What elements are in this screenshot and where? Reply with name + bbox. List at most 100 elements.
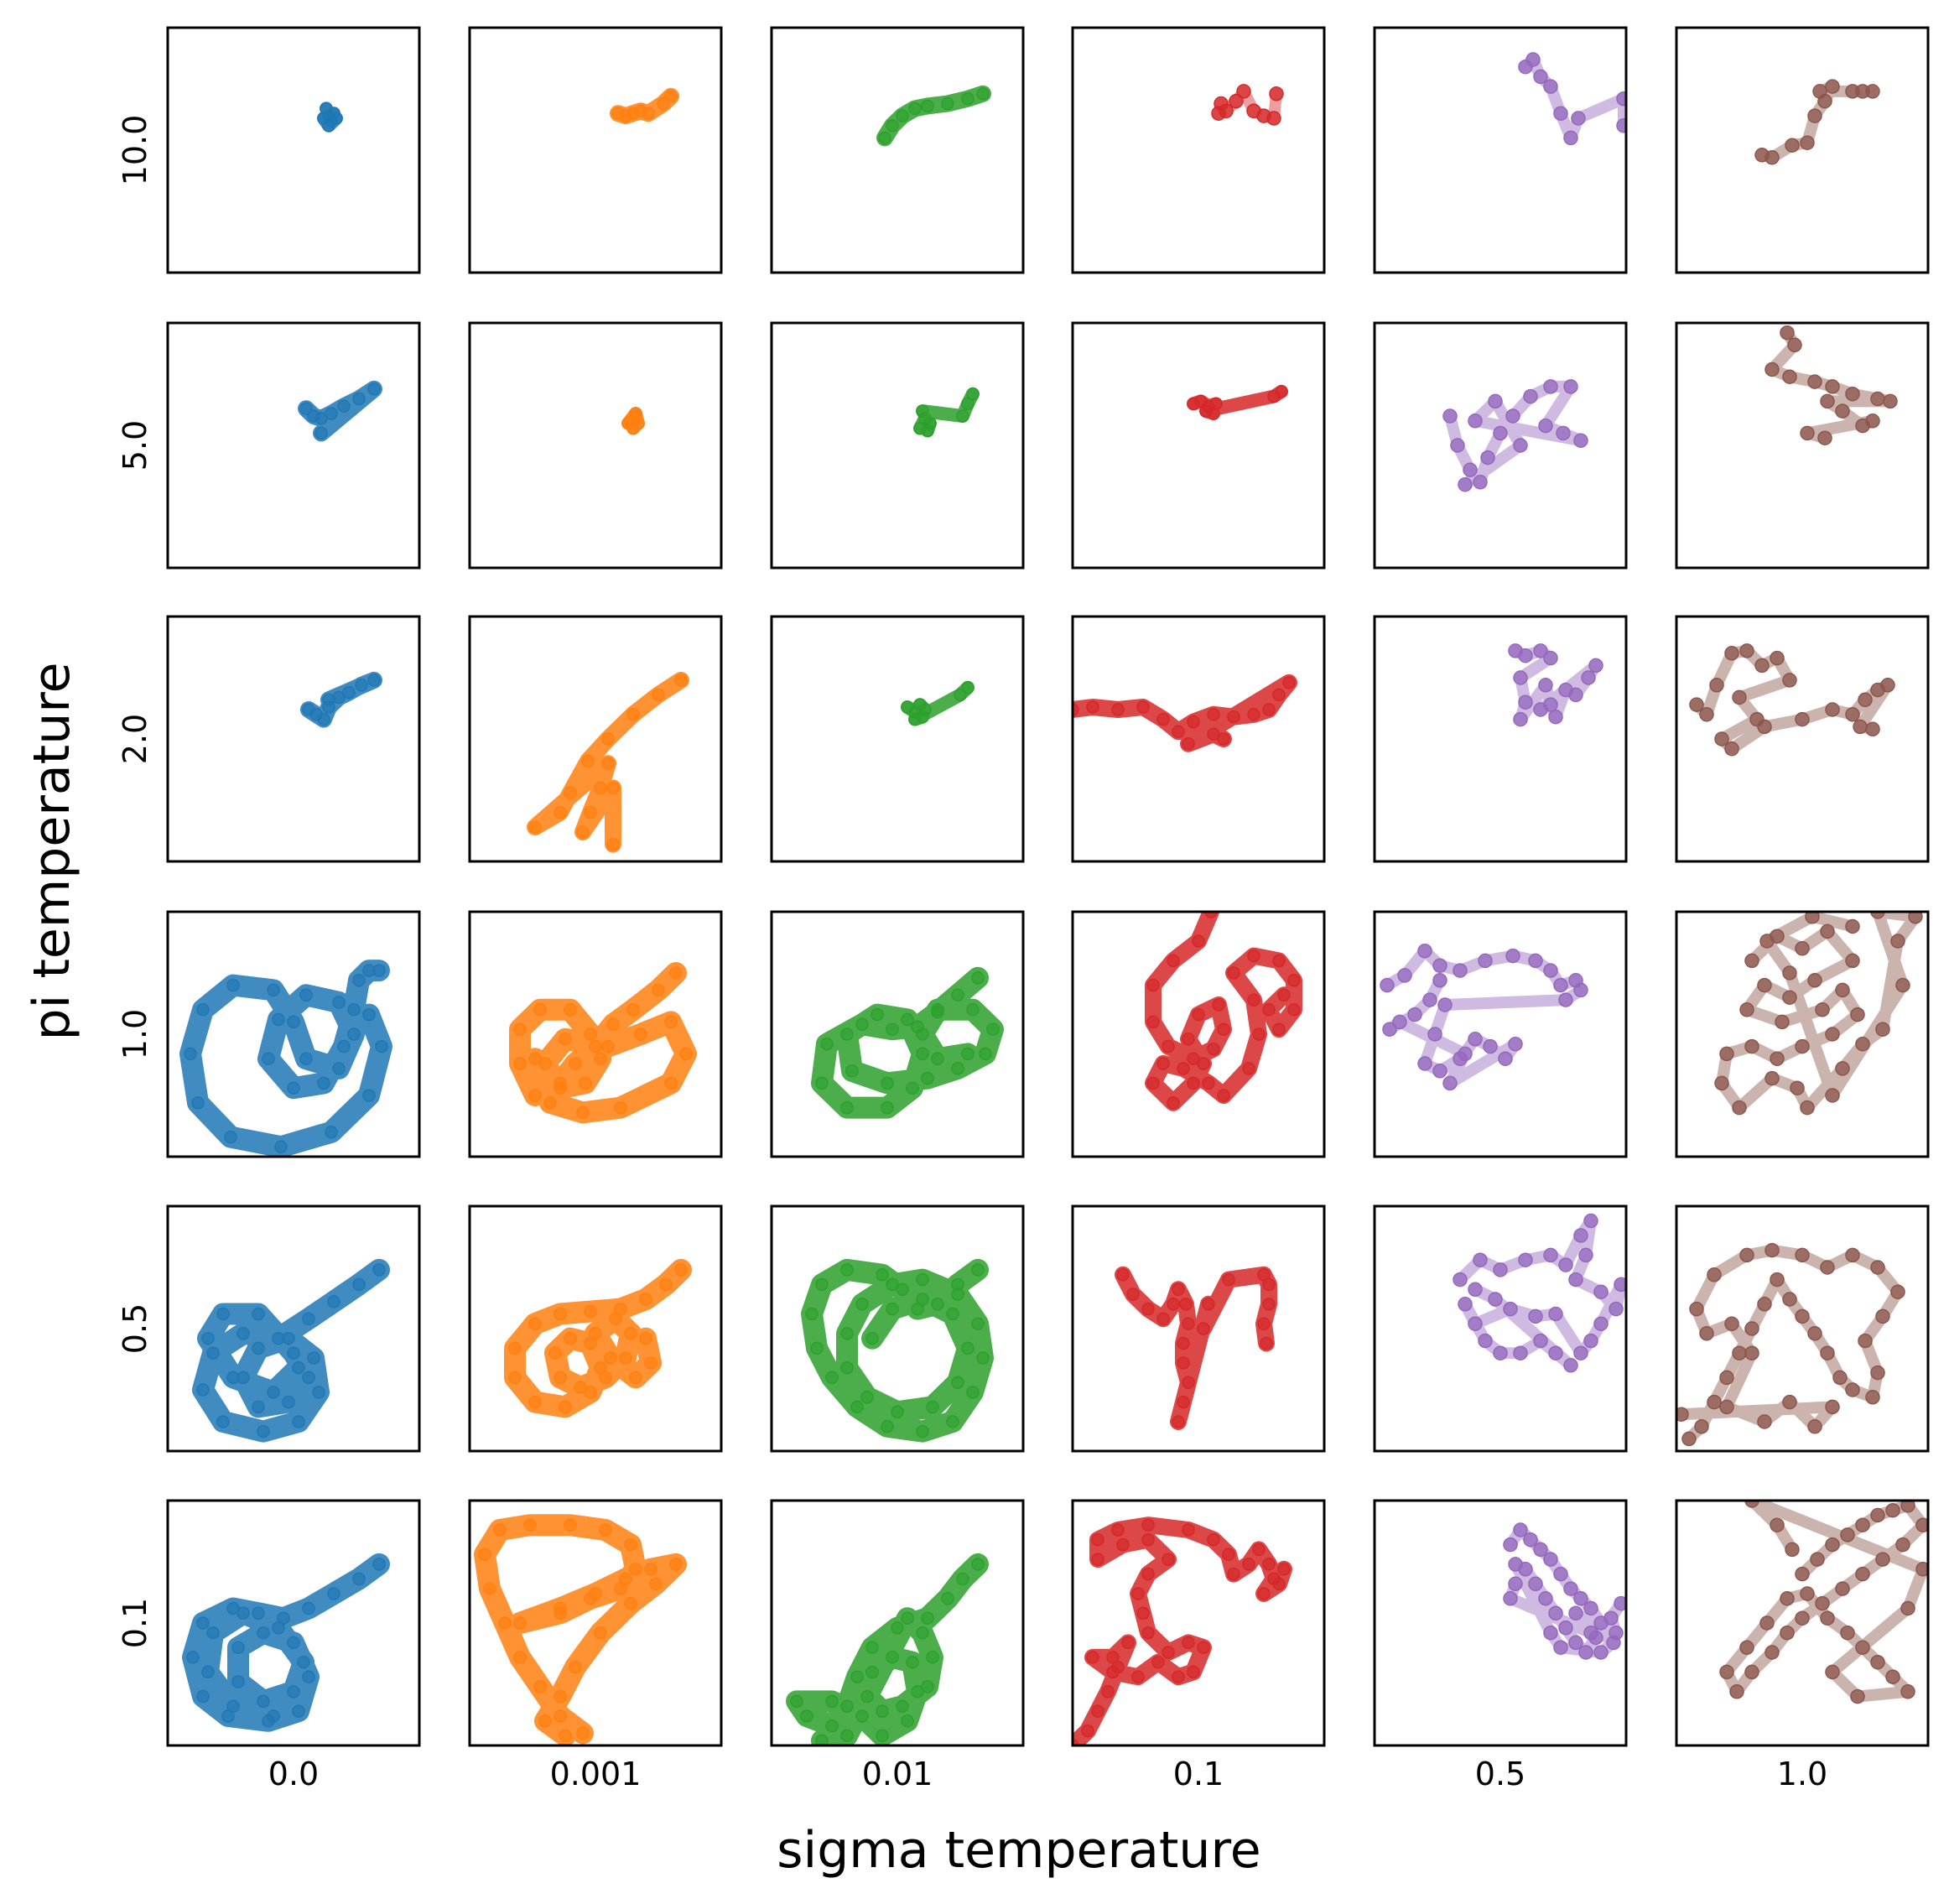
data-point bbox=[1583, 1213, 1598, 1229]
data-point bbox=[1473, 1252, 1488, 1267]
data-point bbox=[564, 786, 577, 799]
data-point bbox=[1757, 1297, 1772, 1312]
data-point bbox=[1508, 1036, 1523, 1052]
data-point bbox=[1136, 700, 1150, 714]
data-point bbox=[629, 1563, 642, 1576]
data-point bbox=[634, 1027, 647, 1041]
data-point bbox=[299, 1052, 313, 1065]
data-point bbox=[559, 1400, 572, 1414]
data-point bbox=[1380, 977, 1395, 993]
data-point bbox=[1744, 953, 1759, 969]
data-point bbox=[1172, 1282, 1185, 1297]
data-point bbox=[664, 1076, 678, 1090]
trajectory-line bbox=[1115, 1266, 1277, 1430]
data-point bbox=[262, 1052, 275, 1065]
data-point bbox=[619, 1351, 632, 1365]
data-point bbox=[282, 1395, 295, 1409]
data-point bbox=[1463, 462, 1478, 477]
data-point bbox=[1162, 1646, 1175, 1659]
data-point bbox=[886, 1651, 899, 1664]
data-point bbox=[664, 90, 678, 103]
panel-frame bbox=[1675, 910, 1930, 1158]
data-point bbox=[1858, 1333, 1873, 1349]
data-point bbox=[1167, 1096, 1180, 1110]
data-point bbox=[1528, 1576, 1543, 1592]
data-point bbox=[1850, 1007, 1865, 1022]
data-point bbox=[1272, 688, 1286, 702]
data-point bbox=[1840, 1625, 1855, 1641]
data-point bbox=[1764, 1645, 1780, 1660]
data-point bbox=[1825, 79, 1840, 94]
data-point bbox=[886, 119, 899, 133]
data-point bbox=[923, 416, 937, 430]
data-point bbox=[1282, 676, 1296, 689]
data-point bbox=[865, 1331, 879, 1345]
data-point bbox=[1101, 1685, 1115, 1699]
trajectory-line bbox=[786, 1553, 989, 1745]
data-point bbox=[1543, 79, 1558, 94]
data-point bbox=[372, 964, 386, 977]
data-point bbox=[325, 407, 338, 420]
data-point bbox=[252, 1307, 265, 1321]
panel bbox=[1373, 26, 1628, 274]
data-point bbox=[1825, 1537, 1840, 1553]
data-point bbox=[815, 1277, 829, 1292]
data-point bbox=[224, 1130, 237, 1144]
data-point bbox=[860, 1391, 874, 1404]
data-point bbox=[1397, 968, 1412, 983]
data-point bbox=[1141, 1302, 1155, 1316]
data-point bbox=[1247, 993, 1260, 1007]
data-point bbox=[302, 1312, 315, 1326]
data-point bbox=[1885, 1669, 1900, 1684]
data-point bbox=[1850, 1688, 1865, 1704]
data-point bbox=[559, 1729, 572, 1743]
sigma-tick-label: 0.0 bbox=[268, 1756, 319, 1792]
data-point bbox=[302, 1601, 315, 1615]
data-point bbox=[1805, 912, 1820, 924]
data-point bbox=[312, 1386, 325, 1399]
data-point bbox=[1795, 1610, 1810, 1626]
panel bbox=[468, 615, 723, 863]
data-point bbox=[1858, 692, 1873, 708]
data-point bbox=[1782, 965, 1797, 981]
panel-frame bbox=[468, 615, 723, 863]
data-point bbox=[201, 1665, 215, 1679]
data-point bbox=[961, 91, 974, 106]
data-point bbox=[1782, 1292, 1797, 1307]
data-point bbox=[921, 99, 934, 113]
data-point bbox=[513, 1022, 527, 1036]
data-point bbox=[1757, 1414, 1772, 1429]
data-point bbox=[1757, 977, 1772, 993]
data-point bbox=[825, 1694, 839, 1709]
data-point bbox=[1262, 703, 1276, 716]
data-point bbox=[840, 1100, 854, 1115]
data-point bbox=[855, 1298, 869, 1311]
data-point bbox=[1757, 719, 1772, 735]
data-point bbox=[1197, 1641, 1210, 1654]
data-point bbox=[1689, 1301, 1704, 1317]
data-point bbox=[1870, 1260, 1885, 1275]
data-point bbox=[916, 1626, 929, 1640]
data-point bbox=[1865, 721, 1880, 737]
panel bbox=[468, 910, 723, 1158]
data-point bbox=[554, 1601, 567, 1615]
data-point bbox=[1146, 1076, 1160, 1090]
data-point bbox=[554, 1081, 567, 1095]
data-point bbox=[1785, 138, 1800, 153]
data-point bbox=[1207, 1532, 1220, 1547]
data-point bbox=[201, 1331, 215, 1345]
panel bbox=[166, 26, 421, 274]
data-point bbox=[916, 1027, 929, 1041]
data-point bbox=[1192, 1007, 1205, 1022]
data-point bbox=[1151, 1655, 1165, 1669]
data-point bbox=[1770, 1272, 1785, 1288]
x-axis-title: sigma temperature bbox=[777, 1821, 1260, 1880]
data-point bbox=[1272, 1022, 1286, 1036]
data-point bbox=[1825, 1088, 1840, 1103]
data-point bbox=[352, 1277, 366, 1292]
data-point bbox=[1571, 111, 1586, 126]
sigma-tick-label: 1.0 bbox=[1777, 1756, 1827, 1792]
data-point bbox=[1568, 1635, 1583, 1651]
data-point bbox=[1719, 1664, 1734, 1680]
data-point bbox=[327, 1587, 340, 1600]
